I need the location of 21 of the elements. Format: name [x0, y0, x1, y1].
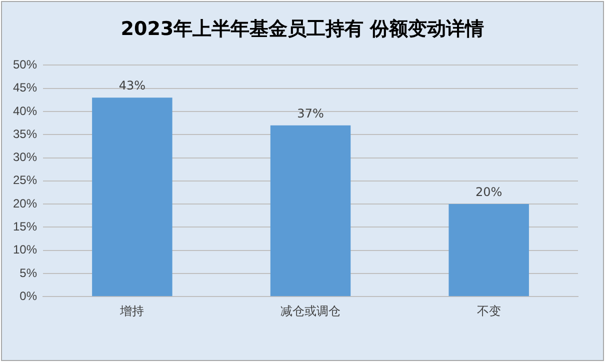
y-tick-label: 40%: [12, 104, 38, 118]
data-label: 37%: [297, 106, 324, 120]
data-label: 43%: [118, 78, 146, 93]
bar: [270, 125, 351, 296]
y-tick-label: 10%: [12, 242, 38, 257]
y-tick-label: 30%: [12, 150, 38, 164]
y-tick-label: 45%: [12, 80, 38, 95]
bar: [448, 204, 529, 296]
y-tick-label: 5%: [20, 266, 38, 280]
chart-title: 2023年上半年基金员工持有 份额变动详情: [120, 17, 486, 42]
x-tick-label: 增持: [119, 304, 144, 318]
x-tick-label: 不变: [476, 304, 501, 318]
x-tick-label: 减仓或调仓: [280, 304, 341, 318]
y-tick-label: 25%: [12, 173, 38, 188]
bar: [92, 98, 172, 296]
y-tick-label: 35%: [12, 126, 38, 141]
data-label: 20%: [476, 185, 502, 200]
y-tick-label: 0%: [20, 288, 38, 303]
y-tick-label: 15%: [12, 219, 38, 234]
y-tick-label: 20%: [12, 196, 38, 210]
y-tick-label: 50%: [12, 58, 38, 72]
